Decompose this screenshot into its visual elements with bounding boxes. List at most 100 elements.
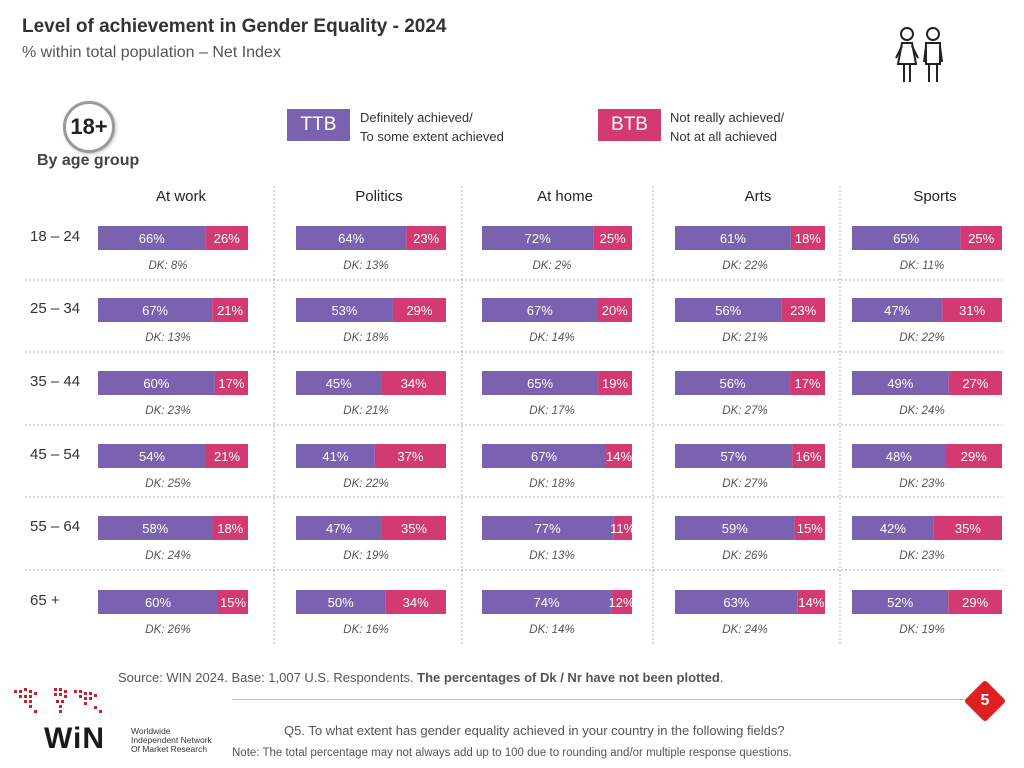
bar-btb [933,516,1002,540]
bar-ttb [482,371,599,395]
bar-ttb [98,226,206,250]
dk-label: DK: 26% [722,550,767,562]
legend-ttb-line2: To some extent achieved [360,129,504,144]
bar-ttb-label: 67% [531,449,557,464]
dk-label: DK: 21% [722,332,767,344]
dk-label: DK: 14% [529,624,574,636]
bar-ttb-label: 45% [326,376,352,391]
bar-ttb [296,371,382,395]
bar-btb-label: 34% [403,595,429,610]
bar-ttb-label: 47% [326,521,352,536]
bar-ttb [675,444,793,468]
bar-btb [392,298,446,322]
row-label: 65 + [30,592,60,609]
bar-btb [212,298,248,322]
bar-ttb-label: 58% [142,521,168,536]
dk-label: DK: 19% [343,550,388,562]
bar-ttb-label: 56% [720,376,746,391]
bar-btb [606,444,632,468]
bar-ttb [482,590,612,614]
page-number: 5 [980,692,990,709]
bar-btb [214,371,248,395]
bar-ttb [852,298,943,322]
bar-ttb-label: 53% [331,303,357,318]
source-bold: The percentages of Dk / Nr have not been… [417,670,720,685]
bar-btb [212,516,248,540]
dk-label: DK: 14% [529,332,574,344]
bar-btb [945,444,1002,468]
bar-btb-label: 17% [218,376,244,391]
bar-btb [598,371,632,395]
bar-btb-label: 20% [602,303,628,318]
bar-btb [794,516,825,540]
bar-btb [406,226,446,250]
question-text: Q5. To what extent has gender equality a… [284,723,785,738]
bar-ttb-label: 72% [525,231,551,246]
bar-ttb-label: 48% [886,449,912,464]
bar-ttb-label: 57% [721,449,747,464]
bar-btb-label: 23% [790,303,816,318]
bar-ttb [852,590,949,614]
bar-ttb [98,516,213,540]
bar-ttb-label: 61% [720,231,746,246]
dk-label: DK: 23% [145,405,190,417]
bar-btb-label: 18% [217,521,243,536]
bar-ttb [675,590,798,614]
bar-btb-label: 17% [795,376,821,391]
bar-btb-label: 19% [602,376,628,391]
bar-btb [385,590,446,614]
bar-btb [374,444,446,468]
win-logo-tag-line1: Worldwide [131,726,171,736]
win-logo-tagline: Worldwide Independent Network Of Market … [131,727,212,754]
bar-btb [790,226,825,250]
dk-label: DK: 16% [343,624,388,636]
dk-label: DK: 17% [529,405,574,417]
bar-btb-label: 27% [962,376,988,391]
dk-label: DK: 22% [899,332,944,344]
age-group-label: By age group [37,152,140,169]
people-icon [895,27,943,82]
dk-label: DK: 13% [343,260,388,272]
bar-ttb-label: 47% [884,303,910,318]
bar-ttb [98,590,218,614]
bar-ttb [296,298,393,322]
bar-ttb-label: 65% [527,376,553,391]
row-label: 25 – 34 [30,300,80,317]
bar-btb [942,298,1002,322]
bar-btb-label: 35% [955,521,981,536]
column-header: At home [537,188,593,205]
bar-ttb [296,226,407,250]
bar-ttb-label: 42% [880,521,906,536]
dk-label: DK: 13% [529,550,574,562]
bar-ttb [98,298,213,322]
dk-label: DK: 19% [899,624,944,636]
bar-ttb-label: 60% [143,376,169,391]
source-text: Source: WIN 2024. Base: 1,007 U.S. Respo… [118,670,418,685]
bar-btb-label: 14% [798,595,824,610]
bar-ttb-label: 60% [145,595,171,610]
bar-ttb [675,226,791,250]
bar-ttb [852,516,934,540]
bar-ttb-label: 66% [139,231,165,246]
legend-ttb-line1: Definitely achieved/ [360,110,473,125]
bar-ttb [98,371,215,395]
bar-ttb [296,444,375,468]
legend-btb-line1: Not really achieved/ [670,110,785,125]
win-logo-map [14,688,102,713]
bar-btb [792,444,825,468]
column-header: At work [156,188,207,205]
dk-label: DK: 23% [899,478,944,490]
page-title: Level of achievement in Gender Equality … [22,16,447,37]
bar-btb-label: 31% [959,303,985,318]
legend-btb-line2: Not at all achieved [670,129,777,144]
legend-ttb-swatch: TTB [287,109,350,141]
bar-ttb-label: 52% [887,595,913,610]
bar-btb-label: 12% [609,595,635,610]
footer-divider [232,699,977,700]
bar-ttb [675,298,782,322]
dk-label: DK: 13% [145,332,190,344]
bar-btb [593,226,632,250]
column-header: Politics [355,188,403,205]
dk-label: DK: 22% [343,478,388,490]
